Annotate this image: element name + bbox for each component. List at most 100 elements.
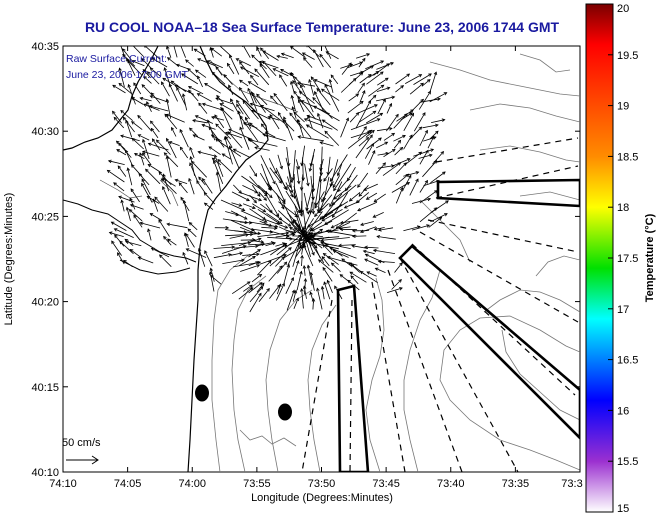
current-vector-head	[291, 289, 296, 294]
current-vector-head	[386, 86, 391, 90]
current-vector	[191, 161, 207, 178]
current-vector-head	[320, 285, 325, 290]
current-vector	[138, 134, 150, 141]
current-vector	[430, 171, 446, 184]
current-vector-head	[118, 195, 122, 199]
current-vector-head	[363, 126, 367, 130]
current-vector	[320, 242, 351, 249]
current-vector-head	[254, 68, 258, 73]
current-vector	[236, 100, 250, 120]
current-vector-head	[131, 60, 135, 64]
current-vector	[278, 201, 298, 218]
current-vector	[210, 47, 214, 58]
current-vector-head	[158, 219, 162, 223]
current-vector-head	[279, 265, 283, 270]
current-vector-head	[215, 66, 219, 70]
current-vector	[351, 245, 368, 249]
current-vector	[269, 167, 282, 184]
current-vector-head	[249, 232, 254, 237]
current-vector-head	[303, 229, 308, 234]
current-vector	[395, 187, 403, 204]
current-vector	[171, 127, 177, 137]
current-vector	[357, 172, 369, 188]
current-vector	[251, 184, 261, 197]
current-vector-head	[416, 225, 421, 229]
current-vector	[429, 71, 437, 93]
current-vector	[211, 71, 226, 85]
scale-label: 50 cm/s	[62, 437, 101, 449]
current-vector-head	[179, 128, 183, 133]
current-vector-head	[318, 209, 322, 214]
current-vector	[196, 180, 206, 194]
current-vector	[306, 236, 325, 264]
current-vector	[161, 81, 170, 97]
current-vector	[283, 116, 293, 141]
current-vector	[229, 55, 240, 75]
current-vector-head	[262, 60, 266, 65]
current-vector	[427, 136, 435, 149]
current-vector	[217, 159, 233, 173]
current-vector	[317, 181, 322, 212]
current-vector	[225, 211, 239, 216]
current-vector-head	[415, 171, 420, 175]
current-vector-head	[351, 234, 356, 239]
current-vector	[290, 46, 306, 58]
current-vector	[215, 123, 232, 140]
current-vector-head	[319, 207, 323, 212]
current-vector	[185, 59, 194, 67]
current-vector-head	[244, 116, 249, 121]
current-vector-head	[187, 68, 191, 72]
current-vector-head	[176, 86, 180, 91]
current-vector	[179, 146, 189, 159]
current-vector-head	[247, 81, 252, 85]
current-vector	[275, 256, 285, 267]
current-vector	[197, 93, 212, 102]
current-vector	[249, 239, 264, 243]
current-vector-head	[253, 199, 257, 204]
current-vector	[293, 260, 299, 276]
current-vector-head	[285, 231, 290, 235]
current-vector-head	[255, 261, 260, 265]
current-vector	[350, 131, 371, 139]
current-vector	[419, 130, 428, 147]
current-vector-head	[192, 119, 196, 123]
current-vector-head	[155, 139, 160, 144]
current-vector	[215, 138, 242, 157]
current-vector-head	[314, 204, 318, 209]
current-vector	[154, 196, 169, 212]
current-vector-head	[239, 86, 243, 91]
current-vector-head	[204, 83, 208, 87]
current-vector	[248, 282, 263, 294]
current-vector	[333, 250, 349, 258]
current-vector	[327, 256, 358, 266]
current-vector-head	[113, 116, 118, 121]
current-vector	[409, 178, 419, 196]
current-vector-head	[296, 180, 301, 185]
current-vector-head	[260, 282, 265, 287]
current-vector-head	[351, 244, 355, 248]
current-vector-head	[161, 81, 165, 85]
current-vector-head	[311, 196, 315, 201]
current-vector-head	[242, 100, 247, 104]
current-vector	[357, 104, 378, 114]
current-vector-head	[162, 173, 166, 178]
current-vector	[376, 77, 389, 86]
current-vector-head	[133, 82, 137, 86]
current-vector-head	[179, 146, 184, 151]
current-vector-head	[181, 93, 186, 97]
current-vector-head	[129, 249, 134, 253]
colorbar-ticks: 20 19.5 19 18.5 18 17.5 17 16.5 16 15.5 15	[608, 3, 638, 515]
current-vector-head	[118, 82, 123, 87]
current-vector	[257, 242, 274, 247]
current-vector	[310, 272, 315, 291]
current-vector	[321, 209, 343, 222]
current-vector	[132, 46, 144, 57]
current-vector-head	[194, 69, 199, 73]
current-vector-head	[197, 247, 202, 252]
current-vector	[249, 221, 278, 228]
current-vector	[358, 184, 369, 197]
current-vector	[126, 207, 131, 222]
current-vector-head	[239, 251, 244, 256]
current-vector-head	[257, 237, 262, 241]
current-vector-head	[359, 270, 364, 275]
